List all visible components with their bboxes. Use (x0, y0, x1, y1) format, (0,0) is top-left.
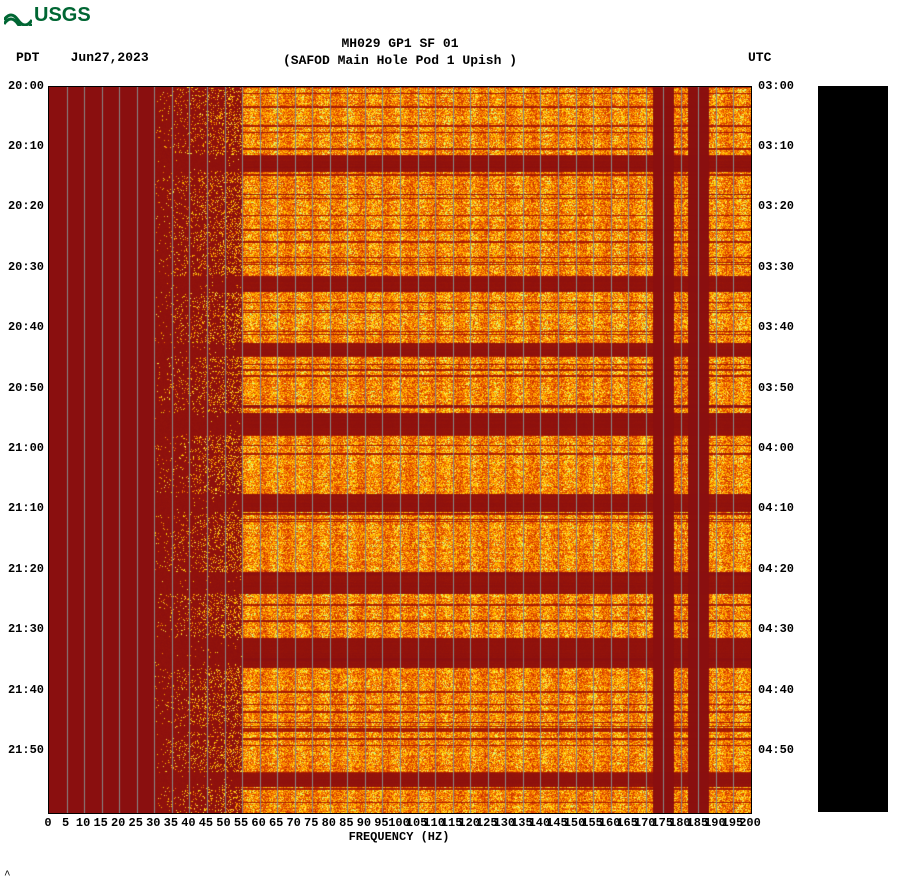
x-tick: 30 (146, 816, 160, 830)
y-tick-left: 21:20 (8, 562, 44, 576)
y-tick-right: 04:30 (758, 622, 794, 636)
y-tick-right: 04:40 (758, 683, 794, 697)
x-tick: 85 (339, 816, 353, 830)
y-tick-right: 03:20 (758, 199, 794, 213)
x-tick: 50 (216, 816, 230, 830)
y-tick-left: 20:00 (8, 79, 44, 93)
y-tick-right: 03:30 (758, 260, 794, 274)
x-tick: 45 (199, 816, 213, 830)
logo-text: USGS (34, 4, 91, 27)
x-tick: 40 (181, 816, 195, 830)
footer-caret: ^ (4, 870, 11, 882)
y-tick-left: 21:00 (8, 441, 44, 455)
x-tick: 60 (251, 816, 265, 830)
title-line1: MH029 GP1 SF 01 (0, 36, 800, 53)
x-tick: 0 (44, 816, 51, 830)
y-tick-right: 03:10 (758, 139, 794, 153)
x-tick: 20 (111, 816, 125, 830)
y-tick-left: 21:10 (8, 501, 44, 515)
x-tick: 80 (322, 816, 336, 830)
x-tick: 65 (269, 816, 283, 830)
x-tick: 25 (129, 816, 143, 830)
spectrogram-canvas (49, 87, 751, 813)
x-tick: 70 (286, 816, 300, 830)
spectrogram-plot (48, 86, 752, 814)
tz-right: UTC (748, 50, 771, 65)
y-tick-right: 03:40 (758, 320, 794, 334)
x-tick: 90 (357, 816, 371, 830)
y-tick-right: 04:50 (758, 743, 794, 757)
x-tick: 35 (164, 816, 178, 830)
colorbar (818, 86, 888, 812)
x-tick: 75 (304, 816, 318, 830)
y-tick-right: 03:00 (758, 79, 794, 93)
y-tick-left: 20:50 (8, 381, 44, 395)
x-tick: 10 (76, 816, 90, 830)
y-tick-right: 03:50 (758, 381, 794, 395)
x-tick: 5 (62, 816, 69, 830)
y-tick-left: 21:30 (8, 622, 44, 636)
title-line2: (SAFOD Main Hole Pod 1 Upish ) (0, 53, 800, 70)
y-tick-right: 04:10 (758, 501, 794, 515)
y-tick-left: 21:40 (8, 683, 44, 697)
y-tick-left: 21:50 (8, 743, 44, 757)
y-tick-left: 20:10 (8, 139, 44, 153)
x-axis-title: FREQUENCY (HZ) (48, 830, 750, 844)
wave-icon (4, 6, 32, 26)
usgs-logo: USGS (4, 4, 91, 27)
y-tick-right: 04:20 (758, 562, 794, 576)
x-tick: 15 (93, 816, 107, 830)
title-block: MH029 GP1 SF 01 (SAFOD Main Hole Pod 1 U… (0, 36, 800, 70)
y-tick-right: 04:00 (758, 441, 794, 455)
y-tick-left: 20:40 (8, 320, 44, 334)
x-tick: 95 (374, 816, 388, 830)
y-tick-left: 20:20 (8, 199, 44, 213)
x-tick: 200 (739, 816, 761, 830)
x-tick: 55 (234, 816, 248, 830)
y-tick-left: 20:30 (8, 260, 44, 274)
